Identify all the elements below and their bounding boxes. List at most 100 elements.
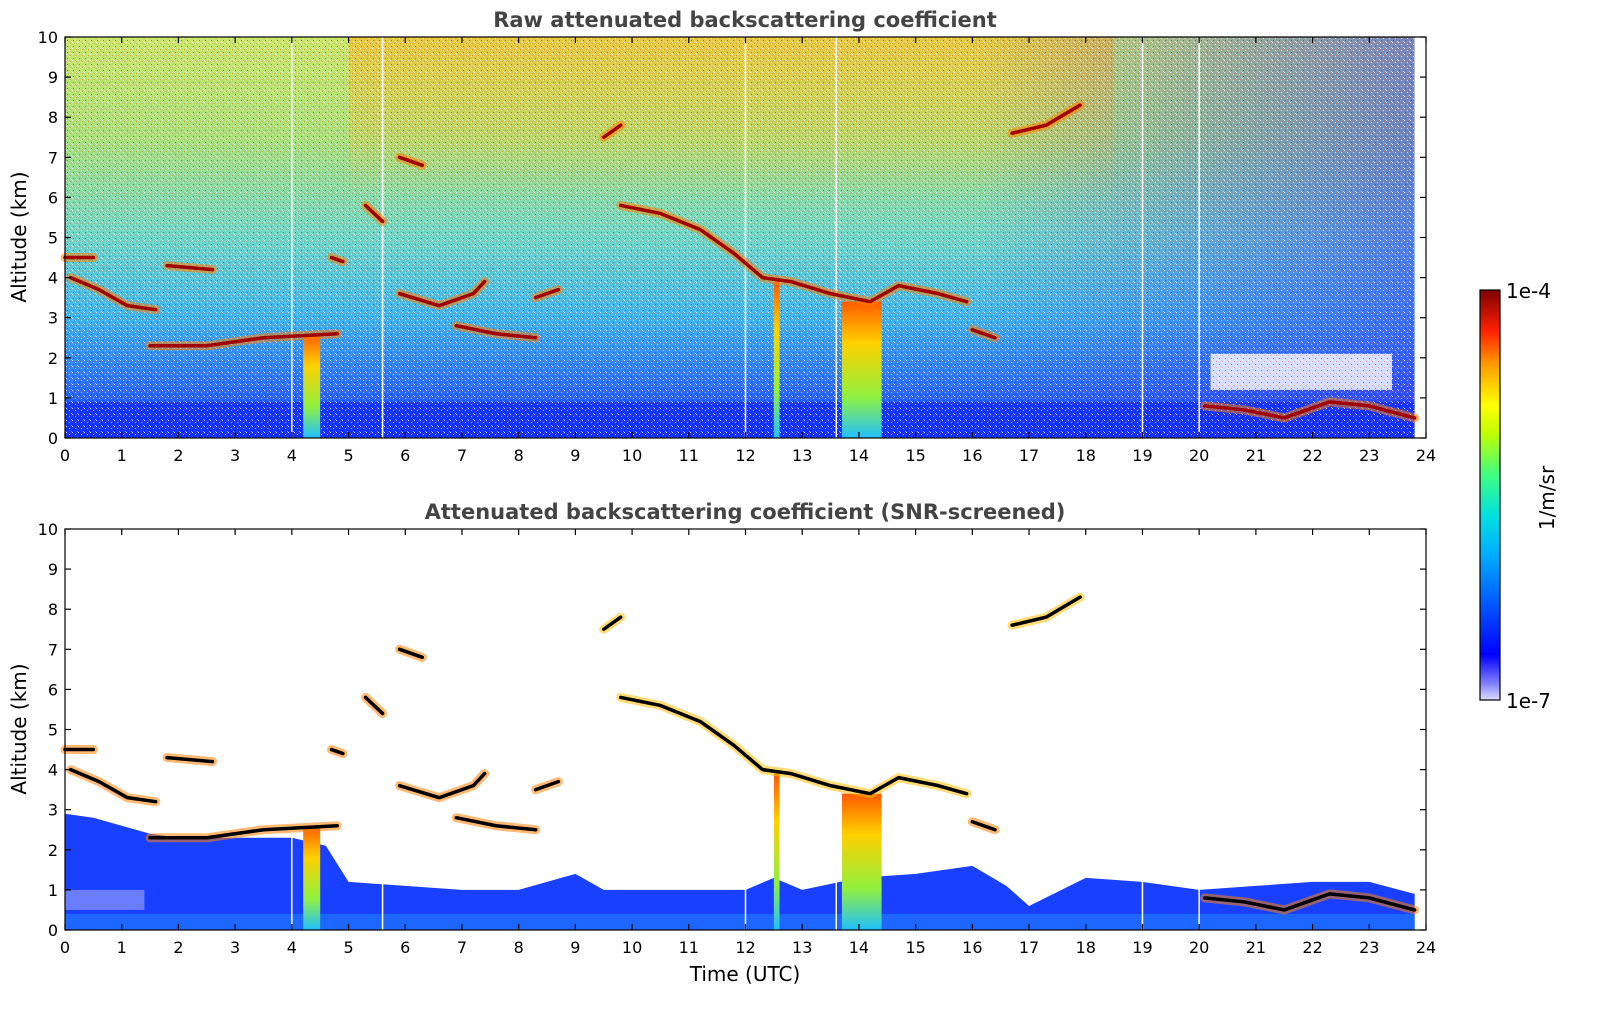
x-tick-label: 6 bbox=[400, 446, 410, 465]
raw-x-axis: 0 1 2 3 4 5 6 7 8 9 10 11 12 13 14 15 16 17 18 19 20 21 22 23 24 bbox=[60, 37, 1436, 465]
x-tick-label: 5 bbox=[343, 446, 353, 465]
x-tick-label: 4 bbox=[287, 938, 297, 957]
x-tick-label: 21 bbox=[1246, 446, 1266, 465]
y-tick-label: 2 bbox=[48, 841, 58, 860]
precipitation-shaft bbox=[773, 773, 780, 930]
y-tick-label: 1 bbox=[48, 881, 58, 900]
x-tick-label: 14 bbox=[849, 938, 869, 957]
x-tick-label: 17 bbox=[1019, 938, 1039, 957]
screened-y-axis-label: Altitude (km) bbox=[7, 663, 31, 794]
x-tick-label: 10 bbox=[622, 446, 642, 465]
cloud-layer bbox=[329, 747, 345, 756]
x-tick-label: 7 bbox=[457, 446, 467, 465]
y-tick-label: 0 bbox=[48, 429, 58, 448]
cloud-layer bbox=[533, 287, 561, 300]
cloud-layer bbox=[454, 323, 538, 340]
x-tick-label: 1 bbox=[117, 938, 127, 957]
cloud-layer bbox=[1010, 103, 1082, 135]
x-tick-label: 10 bbox=[622, 938, 642, 957]
y-tick-label: 6 bbox=[48, 680, 58, 699]
x-tick-label: 6 bbox=[400, 938, 410, 957]
raw-backscatter-field bbox=[65, 37, 1426, 438]
colorbar: 1e-4 1e-7 1/m/sr bbox=[1479, 279, 1559, 713]
x-axis-label: Time (UTC) bbox=[689, 962, 801, 986]
cloud-layer bbox=[68, 767, 158, 804]
cloud-layer bbox=[363, 203, 385, 224]
x-tick-label: 21 bbox=[1246, 938, 1266, 957]
y-tick-label: 7 bbox=[48, 148, 58, 167]
raw-backscatter-panel: Raw attenuated backscattering coefficien… bbox=[7, 8, 1436, 465]
x-tick-label: 12 bbox=[735, 938, 755, 957]
raw-cloud-layers bbox=[60, 100, 1420, 438]
raw-panel-title: Raw attenuated backscattering coefficien… bbox=[493, 8, 997, 32]
x-tick-label: 18 bbox=[1076, 446, 1096, 465]
x-tick-label: 23 bbox=[1359, 446, 1379, 465]
y-tick-label: 9 bbox=[48, 68, 58, 87]
x-tick-label: 17 bbox=[1019, 446, 1039, 465]
cloud-layer bbox=[329, 255, 345, 264]
x-tick-label: 8 bbox=[514, 938, 524, 957]
colorbar-gradient bbox=[1480, 290, 1500, 700]
screened-cloud-layers bbox=[60, 592, 1420, 930]
y-tick-label: 5 bbox=[48, 721, 58, 740]
cloud-layer bbox=[148, 331, 339, 348]
x-tick-label: 2 bbox=[173, 446, 183, 465]
cloud-layer bbox=[68, 275, 158, 312]
cloud-layer bbox=[601, 615, 623, 631]
x-tick-label: 19 bbox=[1132, 938, 1152, 957]
x-tick-label: 0 bbox=[60, 938, 70, 957]
x-tick-label: 19 bbox=[1132, 446, 1152, 465]
screened-backscatter-field bbox=[65, 529, 1426, 930]
x-tick-label: 20 bbox=[1189, 446, 1209, 465]
y-tick-label: 6 bbox=[48, 188, 58, 207]
x-tick-label: 15 bbox=[905, 446, 925, 465]
y-tick-label: 3 bbox=[48, 309, 58, 328]
cloud-layer bbox=[397, 279, 487, 308]
cloud-layer bbox=[363, 695, 385, 716]
cloud-layer bbox=[165, 263, 215, 272]
y-tick-label: 5 bbox=[48, 229, 58, 248]
precipitation-shaft bbox=[841, 793, 882, 930]
x-tick-label: 24 bbox=[1416, 938, 1436, 957]
x-tick-label: 16 bbox=[962, 938, 982, 957]
y-tick-label: 4 bbox=[48, 269, 58, 288]
screened-backscatter-panel: Attenuated backscattering coefficient (S… bbox=[7, 500, 1436, 986]
cloud-layer bbox=[533, 779, 561, 792]
screened-aerosol-streak bbox=[65, 889, 145, 910]
y-tick-label: 8 bbox=[48, 600, 58, 619]
x-tick-label: 1 bbox=[117, 446, 127, 465]
raw-y-axis: 0 1 2 3 4 5 6 7 8 9 10 bbox=[38, 28, 1426, 448]
x-tick-label: 20 bbox=[1189, 938, 1209, 957]
cloud-layer bbox=[1010, 595, 1082, 627]
x-tick-label: 22 bbox=[1302, 446, 1322, 465]
x-tick-label: 3 bbox=[230, 938, 240, 957]
x-tick-label: 12 bbox=[735, 446, 755, 465]
cloud-layer bbox=[1203, 400, 1417, 420]
x-tick-label: 0 bbox=[60, 446, 70, 465]
x-tick-label: 11 bbox=[679, 446, 699, 465]
x-tick-label: 11 bbox=[679, 938, 699, 957]
cloud-layer bbox=[970, 819, 997, 832]
cloud-layer bbox=[1203, 892, 1417, 912]
precipitation-shaft bbox=[773, 281, 780, 438]
precipitation-shaft bbox=[841, 301, 882, 438]
x-tick-label: 7 bbox=[457, 938, 467, 957]
y-tick-label: 10 bbox=[38, 520, 58, 539]
y-tick-label: 1 bbox=[48, 389, 58, 408]
x-tick-label: 18 bbox=[1076, 938, 1096, 957]
cloud-layer bbox=[397, 647, 425, 660]
y-tick-label: 10 bbox=[38, 28, 58, 47]
colorbar-unit-label: 1/m/sr bbox=[1535, 465, 1559, 530]
colorbar-frame bbox=[1479, 289, 1501, 701]
x-tick-label: 9 bbox=[570, 938, 580, 957]
x-tick-label: 2 bbox=[173, 938, 183, 957]
raw-noise-texture bbox=[65, 37, 1415, 438]
x-tick-label: 5 bbox=[343, 938, 353, 957]
precipitation-shaft bbox=[303, 825, 321, 930]
y-tick-label: 4 bbox=[48, 761, 58, 780]
screened-surface-layer bbox=[65, 913, 1415, 930]
screened-boundary-layer bbox=[65, 813, 1415, 930]
y-tick-label: 8 bbox=[48, 108, 58, 127]
y-tick-label: 3 bbox=[48, 801, 58, 820]
